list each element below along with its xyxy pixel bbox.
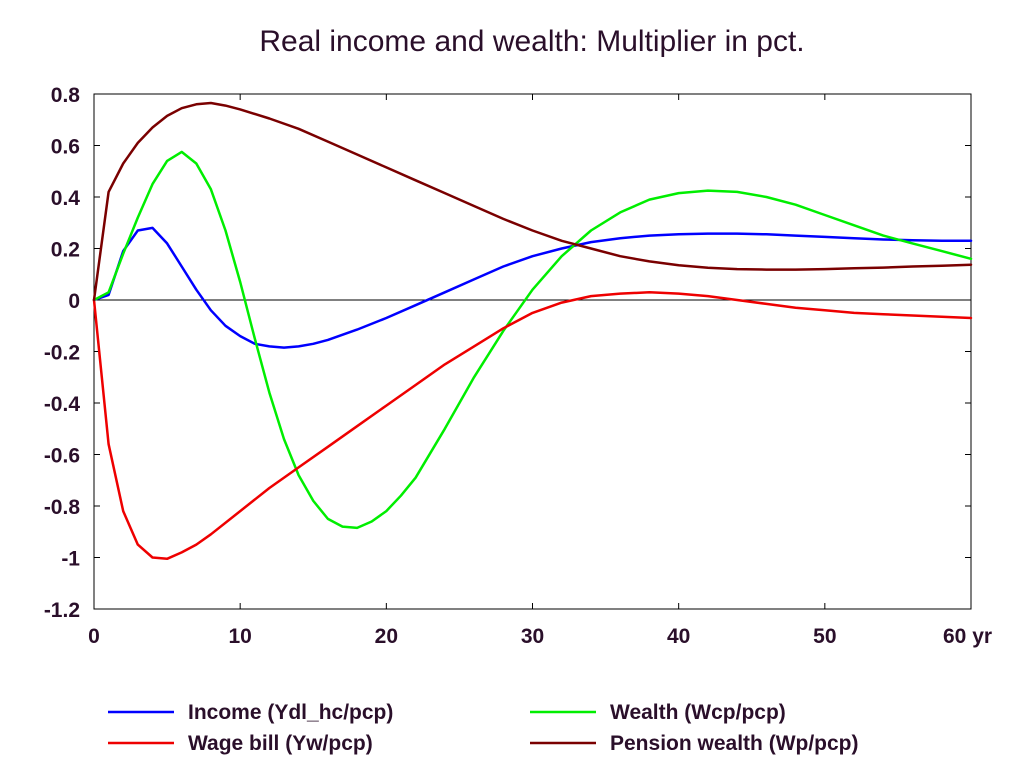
x-tick-label: 10 [228,625,251,648]
y-tick-label: 0.4 [51,187,81,210]
y-tick-label: 0.6 [51,136,80,159]
legend-label: Wealth (Wcp/pcp) [610,701,786,724]
chart-title: Real income and wealth: Multiplier in pc… [259,25,804,58]
axis-layer: 0.8 0.6 0.4 0.2 0 -0.2 -0.4 -0.6 -0.8 -1 -1.2 0 10 20… [44,84,992,648]
series-line-3 [92,291,973,561]
x-tick-label: 50 [813,625,836,648]
y-tick-label: 0.2 [51,239,80,262]
y-tick-label: -1.2 [44,599,80,622]
legend-label: Pension wealth (Wp/pcp) [610,732,859,755]
series-line-1 [92,226,973,349]
legend-label: Wage bill (Yw/pcp) [188,732,373,755]
y-tick-label: -1 [61,548,80,571]
x-tick-label: 30 [521,625,544,648]
x-tick-label: 0 [88,625,100,648]
y-tick-label: 0 [68,290,80,313]
y-tick-label: -0.4 [44,393,81,416]
series-line-2 [92,150,973,530]
y-tick-label: -0.2 [44,342,80,365]
x-tick-label: 60 yr [943,625,992,648]
y-tick-label: -0.6 [44,445,80,468]
x-tick-label: 20 [375,625,398,648]
x-tick-label: 40 [667,625,690,648]
legend: Income (Ydl_hc/pcp) Wealth (Wcp/pcp) Wage … [108,701,859,755]
legend-label: Income (Ydl_hc/pcp) [188,701,393,724]
plot-frame [93,93,972,610]
series-line-4 [92,101,973,302]
y-tick-label: -0.8 [44,496,81,519]
series-layer [92,101,973,561]
y-tick-label: 0.8 [51,84,81,107]
